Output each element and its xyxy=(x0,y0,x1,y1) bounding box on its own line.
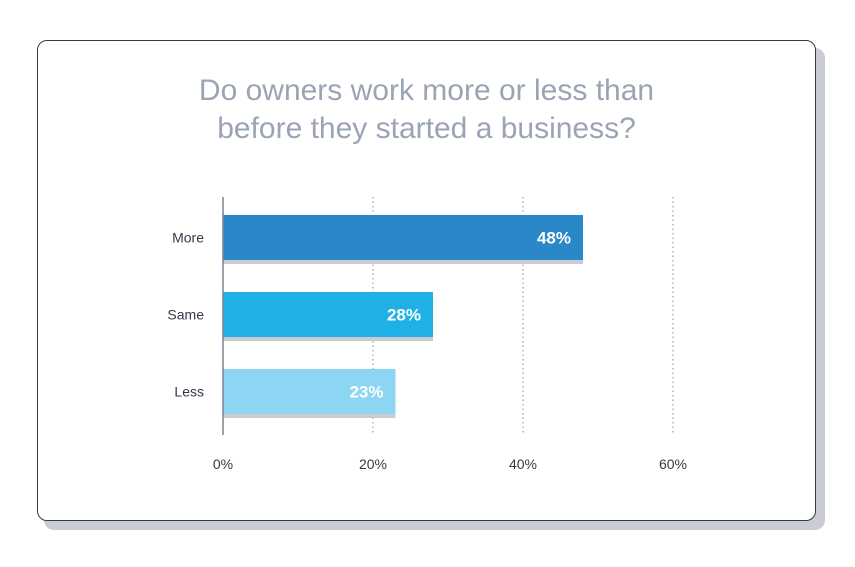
bar-shadow-less xyxy=(223,414,396,418)
category-label-less: Less xyxy=(174,384,204,400)
category-label-same: Same xyxy=(167,307,204,323)
value-label-less: 23% xyxy=(349,383,383,402)
chart-title-line-2: before they started a business? xyxy=(217,112,636,145)
bar-shadow-same xyxy=(223,337,433,341)
x-tick-label-60: 60% xyxy=(659,456,687,472)
chart-title-line-1: Do owners work more or less than xyxy=(198,74,655,107)
value-label-same: 28% xyxy=(387,306,421,325)
x-tick-label-20: 20% xyxy=(359,456,387,472)
chart-title: Do owners work more or less than before … xyxy=(37,72,816,148)
category-label-more: More xyxy=(172,230,204,246)
x-tick-label-40: 40% xyxy=(509,456,537,472)
bar-shadow-more xyxy=(223,260,583,264)
bar-same xyxy=(223,292,433,337)
bar-less xyxy=(223,369,396,414)
chart-card xyxy=(37,40,816,521)
value-label-more: 48% xyxy=(537,229,571,248)
bar-more xyxy=(223,215,583,260)
x-tick-label-0: 0% xyxy=(213,456,233,472)
